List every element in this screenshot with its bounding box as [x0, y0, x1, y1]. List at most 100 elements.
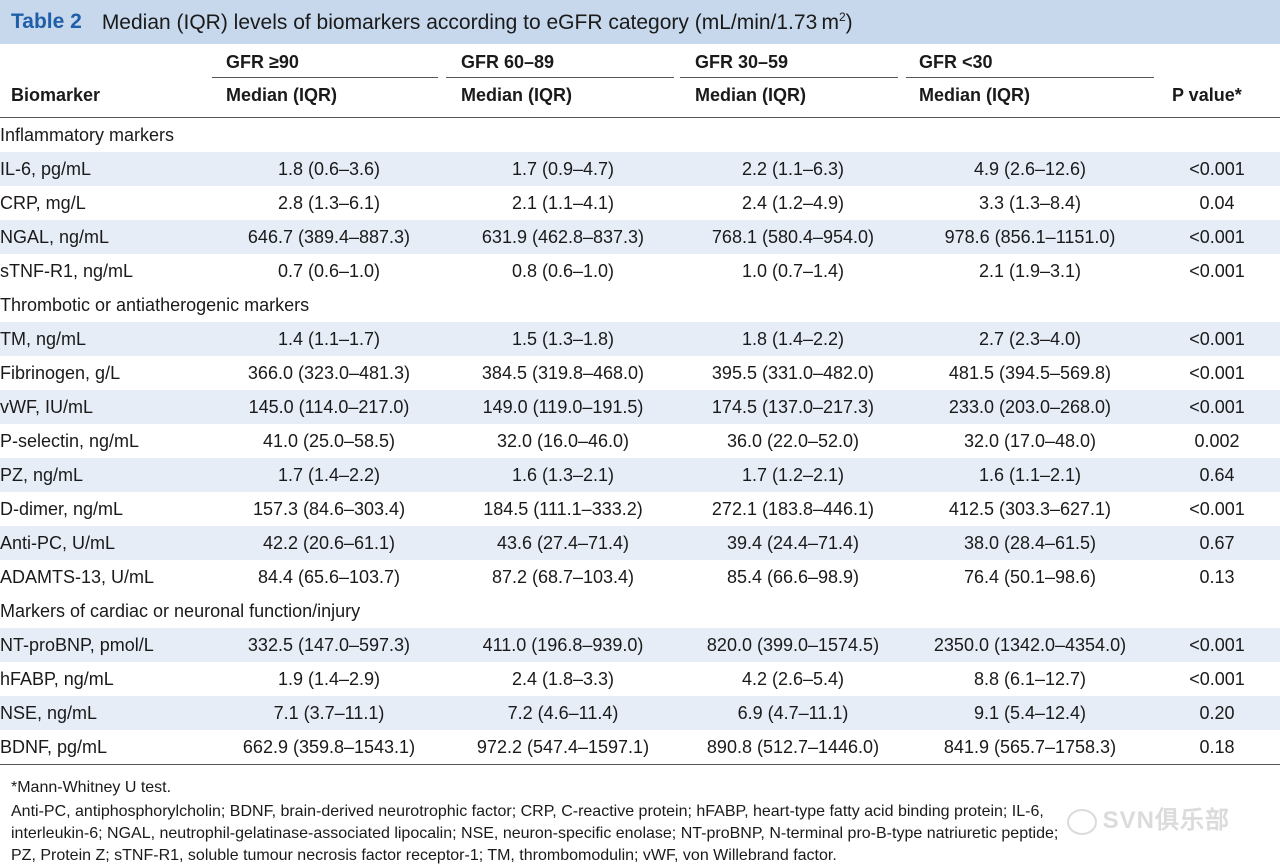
value-gfr-30-59: 2.2 (1.1–6.3): [680, 152, 906, 186]
biomarker-name: BDNF, pg/mL: [0, 736, 108, 757]
value-gfr-lt-30: 2.1 (1.9–3.1): [978, 260, 1082, 281]
p-value: 0.64: [1154, 458, 1280, 492]
biomarker-name: ADAMTS-13, U/mL: [0, 566, 155, 587]
value-gfr-60-89: 631.9 (462.8–837.3): [446, 220, 680, 254]
section-title: Markers of cardiac or neuronal function/…: [0, 600, 361, 621]
value-gfr-30-59: 85.4 (66.6–98.9): [726, 566, 860, 587]
value-gfr-30-59: 1.0 (0.7–1.4): [741, 260, 845, 281]
watermark: SVN俱乐部: [1066, 800, 1230, 835]
p-value: 0.20: [1154, 696, 1280, 730]
value-gfr-60-89: 1.7 (0.9–4.7): [446, 152, 680, 186]
p-value: <0.001: [1189, 668, 1245, 689]
value-gfr-90: 42.2 (20.6–61.1): [212, 526, 446, 560]
value-gfr-30-59: 36.0 (22.0–52.0): [726, 430, 860, 451]
value-gfr-lt-30: 841.9 (565.7–1758.3): [943, 736, 1117, 757]
value-gfr-30-59: 1.8 (1.4–2.2): [680, 322, 906, 356]
header-divider: [0, 117, 1280, 118]
header-rule: [906, 77, 1154, 78]
value-gfr-30-59: 820.0 (399.0–1574.5): [680, 628, 906, 662]
p-value: 0.002: [1194, 430, 1240, 451]
value-gfr-60-89: 411.0 (196.8–939.0): [446, 628, 680, 662]
header-median-iqr: Median (IQR): [919, 85, 1030, 105]
table-row: CRP, mg/L 2.8 (1.3–6.1) 2.1 (1.1–4.1) 2.4 (…: [0, 186, 1280, 220]
table-title: Median (IQR) levels of biomarkers accord…: [101, 9, 853, 34]
header-biomarker: Biomarker: [11, 85, 101, 105]
value-gfr-90: 0.7 (0.6–1.0): [277, 260, 381, 281]
value-gfr-90: 7.1 (3.7–11.1): [212, 696, 446, 730]
value-gfr-60-89: 2.4 (1.8–3.3): [511, 668, 615, 689]
biomarker-name: TM, ng/mL: [0, 322, 212, 356]
footnote-test: *Mann-Whitney U test.: [11, 779, 172, 796]
value-gfr-lt-30: 76.4 (50.1–98.6): [963, 566, 1097, 587]
biomarker-name: NSE, ng/mL: [0, 696, 212, 730]
header-rule: [680, 77, 898, 78]
table-label: Table 2: [11, 10, 82, 33]
p-value: <0.001: [1189, 498, 1245, 519]
value-gfr-30-59: 6.9 (4.7–11.1): [680, 696, 906, 730]
biomarker-name: CRP, mg/L: [0, 192, 86, 213]
value-gfr-60-89: 87.2 (68.7–103.4): [491, 566, 635, 587]
value-gfr-60-89: 1.6 (1.3–2.1): [446, 458, 680, 492]
value-gfr-60-89: 0.8 (0.6–1.0): [511, 260, 615, 281]
wechat-icon: [1066, 808, 1097, 835]
biomarker-name: sTNF-R1, ng/mL: [0, 260, 134, 281]
value-gfr-90: 332.5 (147.0–597.3): [212, 628, 446, 662]
value-gfr-lt-30: 412.5 (303.3–627.1): [948, 498, 1112, 519]
p-value: <0.001: [1154, 220, 1280, 254]
value-gfr-lt-30: 8.8 (6.1–12.7): [973, 668, 1087, 689]
value-gfr-60-89: 972.2 (547.4–1597.1): [476, 736, 650, 757]
header-median-iqr: Median (IQR): [226, 85, 337, 105]
table-row: Fibrinogen, g/L 366.0 (323.0–481.3) 384.5 …: [0, 356, 1280, 390]
value-gfr-lt-30: 2.7 (2.3–4.0): [906, 322, 1154, 356]
value-gfr-60-89: 2.1 (1.1–4.1): [511, 192, 615, 213]
value-gfr-30-59: 174.5 (137.0–217.3): [680, 390, 906, 424]
value-gfr-lt-30: 1.6 (1.1–2.1): [906, 458, 1154, 492]
value-gfr-lt-30: 2350.0 (1342.0–4354.0): [906, 628, 1154, 662]
section-title: Thrombotic or antiatherogenic markers: [0, 294, 310, 315]
section-row: Thrombotic or antiatherogenic markers: [0, 288, 1280, 322]
biomarker-table: Inflammatory markers IL-6, pg/mL 1.8 (0.6–…: [0, 118, 1280, 764]
p-value: 0.18: [1199, 736, 1235, 757]
table-row: NSE, ng/mL 7.1 (3.7–11.1) 7.2 (4.6–11.4) 6.…: [0, 696, 1280, 730]
footnote-abbreviations: interleukin-6; NGAL, neutrophil-gelatina…: [11, 825, 1059, 842]
value-gfr-lt-30: 978.6 (856.1–1151.0): [906, 220, 1154, 254]
biomarker-name: Fibrinogen, g/L: [0, 362, 121, 383]
table-bottom-rule: [0, 764, 1280, 765]
table-row: hFABP, ng/mL 1.9 (1.4–2.9) 2.4 (1.8–3.3) 4.…: [0, 662, 1280, 696]
footnote-abbreviations: PZ, Protein Z; sTNF-R1, soluble tumour n…: [11, 847, 837, 864]
p-value: <0.001: [1154, 628, 1280, 662]
table-row: IL-6, pg/mL 1.8 (0.6–3.6) 1.7 (0.9–4.7) 2.2…: [0, 152, 1280, 186]
value-gfr-lt-30: 4.9 (2.6–12.6): [906, 152, 1154, 186]
header-median-iqr: Median (IQR): [695, 85, 806, 105]
biomarker-name: P-selectin, ng/mL: [0, 430, 140, 451]
section-row: Markers of cardiac or neuronal function/…: [0, 594, 1280, 628]
biomarker-name: hFABP, ng/mL: [0, 668, 114, 689]
value-gfr-90: 1.4 (1.1–1.7): [212, 322, 446, 356]
value-gfr-90: 157.3 (84.6–303.4): [252, 498, 406, 519]
table-row: sTNF-R1, ng/mL 0.7 (0.6–1.0) 0.8 (0.6–1.0)…: [0, 254, 1280, 288]
section-row: Inflammatory markers: [0, 118, 1280, 152]
value-gfr-90: 366.0 (323.0–481.3): [247, 362, 411, 383]
table-row: BDNF, pg/mL 662.9 (359.8–1543.1) 972.2 (54…: [0, 730, 1280, 764]
table-row: P-selectin, ng/mL 41.0 (25.0–58.5) 32.0 (1…: [0, 424, 1280, 458]
value-gfr-30-59: 890.8 (512.7–1446.0): [706, 736, 880, 757]
header-group-gfr-60-89: GFR 60–89: [461, 52, 555, 72]
header-group-gfr-30: GFR <30: [919, 52, 993, 72]
value-gfr-90: 1.7 (1.4–2.2): [212, 458, 446, 492]
table-row: NGAL, ng/mL 646.7 (389.4–887.3) 631.9 (462…: [0, 220, 1280, 254]
p-value: <0.001: [1189, 260, 1245, 281]
value-gfr-90: 2.8 (1.3–6.1): [277, 192, 381, 213]
value-gfr-60-89: 184.5 (111.1–333.2): [483, 498, 643, 519]
table-row: ADAMTS-13, U/mL 84.4 (65.6–103.7) 87.2 (68…: [0, 560, 1280, 594]
value-gfr-60-89: 32.0 (16.0–46.0): [496, 430, 630, 451]
value-gfr-30-59: 39.4 (24.4–71.4): [680, 526, 906, 560]
value-gfr-lt-30: 9.1 (5.4–12.4): [906, 696, 1154, 730]
table-row: Anti-PC, U/mL 42.2 (20.6–61.1) 43.6 (27.4–…: [0, 526, 1280, 560]
p-value: <0.001: [1189, 362, 1245, 383]
value-gfr-60-89: 7.2 (4.6–11.4): [446, 696, 680, 730]
p-value: <0.001: [1154, 152, 1280, 186]
value-gfr-30-59: 395.5 (331.0–482.0): [711, 362, 875, 383]
p-value: <0.001: [1154, 390, 1280, 424]
value-gfr-90: 662.9 (359.8–1543.1): [242, 736, 416, 757]
